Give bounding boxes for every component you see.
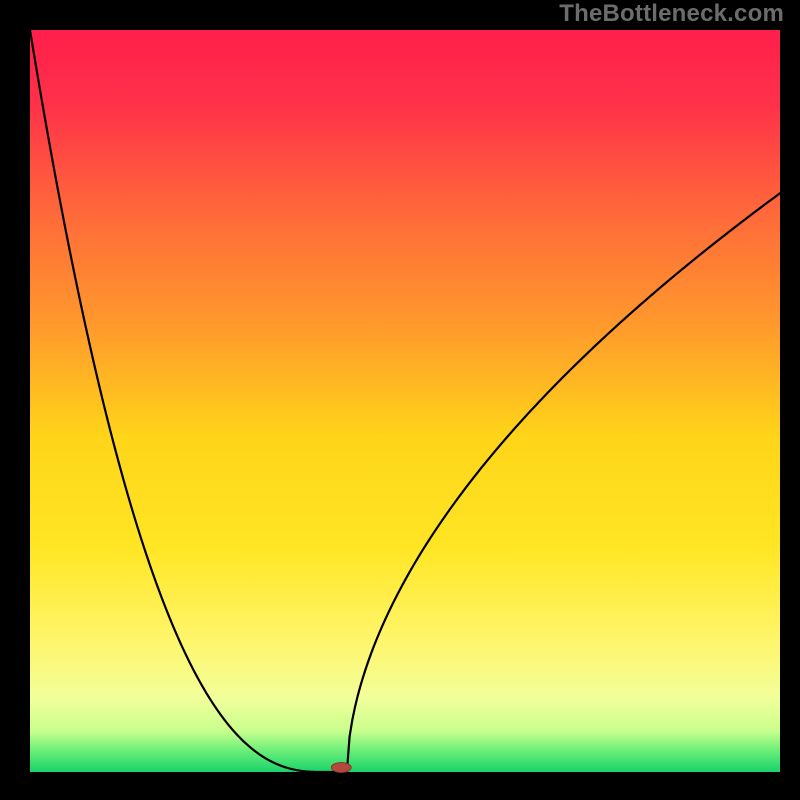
plot-background	[30, 30, 780, 772]
watermark-text: TheBottleneck.com	[559, 0, 784, 28]
bottleneck-chart	[0, 0, 800, 800]
chart-frame: TheBottleneck.com	[0, 0, 800, 800]
optimum-marker	[331, 763, 351, 773]
